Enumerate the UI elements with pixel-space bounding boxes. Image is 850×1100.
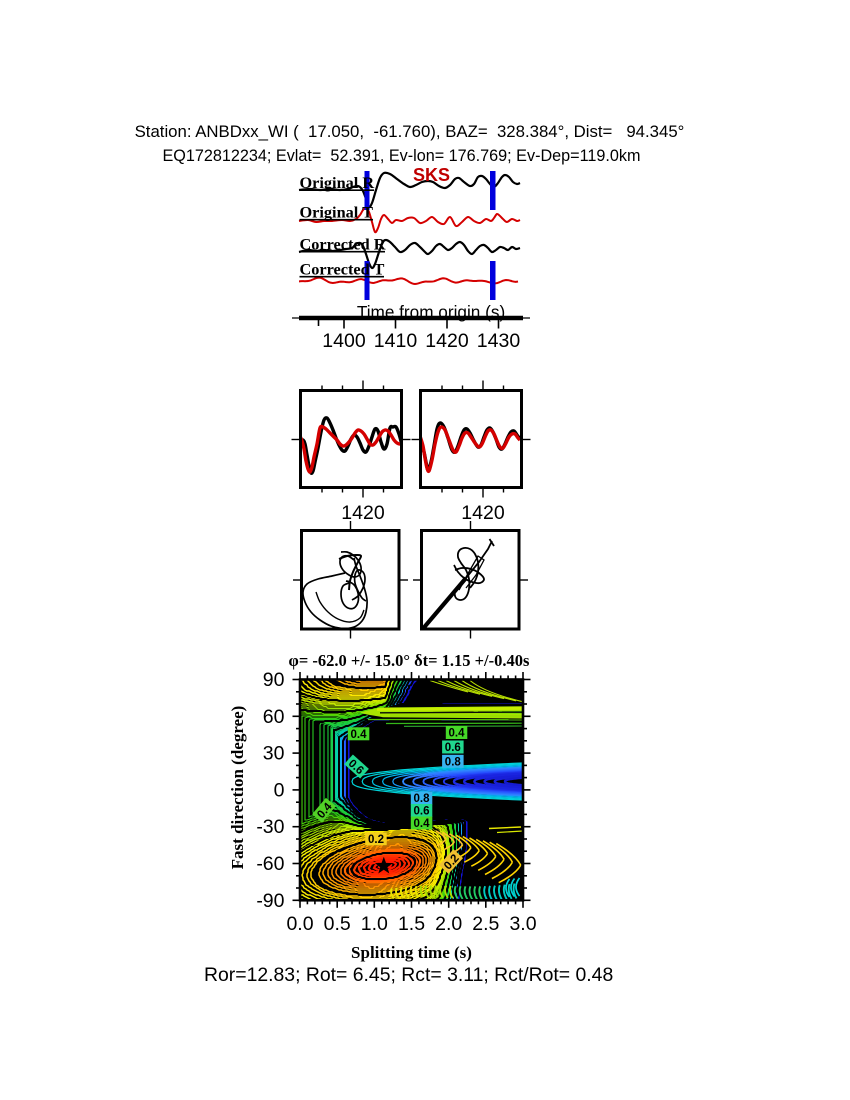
svg-text:Splitting time (s): Splitting time (s) bbox=[351, 943, 472, 962]
svg-text:2.5: 2.5 bbox=[472, 913, 499, 935]
svg-text:φ= -62.0 +/- 15.0° δt= 1.15 +/: φ= -62.0 +/- 15.0° δt= 1.15 +/-0.40s bbox=[289, 651, 530, 670]
svg-text:0.8: 0.8 bbox=[414, 793, 431, 805]
svg-text:30: 30 bbox=[263, 743, 285, 765]
svg-text:60: 60 bbox=[263, 706, 285, 728]
svg-text:-30: -30 bbox=[256, 816, 284, 838]
svg-text:1430: 1430 bbox=[477, 330, 521, 352]
svg-text:1410: 1410 bbox=[374, 330, 418, 352]
svg-text:1400: 1400 bbox=[322, 330, 366, 352]
svg-text:Corrected T: Corrected T bbox=[300, 260, 385, 279]
svg-text:2.0: 2.0 bbox=[435, 913, 462, 935]
svg-text:Corrected R: Corrected R bbox=[300, 235, 386, 254]
svg-text:-90: -90 bbox=[256, 890, 284, 912]
svg-text:0.5: 0.5 bbox=[324, 913, 351, 935]
svg-text:1.0: 1.0 bbox=[361, 913, 388, 935]
svg-text:1420: 1420 bbox=[461, 502, 505, 524]
svg-text:0.6: 0.6 bbox=[445, 742, 461, 754]
svg-text:Fast direction (degree): Fast direction (degree) bbox=[228, 706, 247, 870]
svg-text:EQ172812234; Evlat= 52.391, E: EQ172812234; Evlat= 52.391, Ev-lon= 176.… bbox=[162, 147, 640, 165]
svg-text:0.4: 0.4 bbox=[449, 728, 466, 740]
svg-text:90: 90 bbox=[263, 669, 285, 691]
svg-text:1420: 1420 bbox=[425, 330, 469, 352]
svg-text:0.2: 0.2 bbox=[368, 834, 384, 846]
svg-text:0.6: 0.6 bbox=[414, 806, 430, 818]
svg-text:0: 0 bbox=[274, 779, 285, 801]
svg-text:0.4: 0.4 bbox=[351, 729, 368, 741]
svg-text:Station: ANBDxx_WI ( 17.050,: Station: ANBDxx_WI ( 17.050, -61.760), B… bbox=[135, 122, 685, 141]
svg-text:SKS: SKS bbox=[413, 165, 450, 185]
svg-text:0.0: 0.0 bbox=[286, 913, 313, 935]
svg-text:Ror=12.83; Rot= 6.45; Rct= 3.1: Ror=12.83; Rot= 6.45; Rct= 3.11; Rct/Rot… bbox=[204, 964, 613, 986]
svg-text:-60: -60 bbox=[256, 853, 284, 875]
svg-text:1420: 1420 bbox=[341, 502, 385, 524]
svg-text:0.8: 0.8 bbox=[445, 757, 462, 769]
svg-text:Original R: Original R bbox=[300, 173, 375, 192]
svg-text:Time from origin (s): Time from origin (s) bbox=[357, 302, 505, 322]
svg-text:3.0: 3.0 bbox=[509, 913, 536, 935]
svg-text:0.4: 0.4 bbox=[414, 818, 431, 830]
svg-text:1.5: 1.5 bbox=[398, 913, 425, 935]
svg-text:Original T: Original T bbox=[300, 203, 374, 222]
